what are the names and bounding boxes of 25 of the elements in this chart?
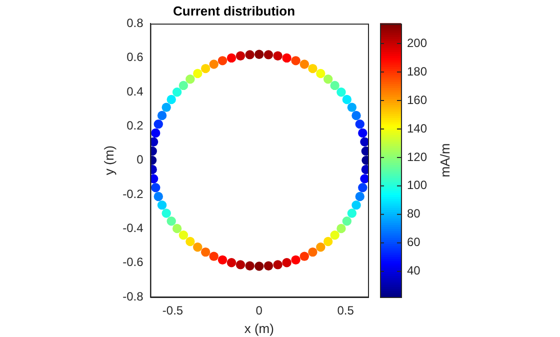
- color-bar-label: 140: [407, 121, 428, 136]
- x-axis-title: x (m): [244, 320, 274, 336]
- x-tick-label: 0: [256, 304, 263, 318]
- y-tick-label: 0: [136, 152, 144, 167]
- color-bar-label: 40: [407, 264, 421, 278]
- y-tick-label: 0.4: [126, 84, 144, 98]
- color-bar-label: 80: [407, 206, 421, 221]
- x-tick-label: -0.5: [162, 304, 184, 318]
- chart-title: Current distribution: [172, 3, 296, 18]
- color-bar-label: 100: [407, 178, 428, 192]
- y-axis-title: y (m): [101, 145, 116, 176]
- x-tick-label: 0.5: [337, 304, 354, 318]
- color-bar-label: 160: [407, 92, 428, 107]
- color-bar-title: mA/m: [438, 143, 453, 178]
- color-bar-label: 180: [407, 64, 428, 78]
- color-bar-label: 200: [407, 36, 428, 50]
- color-bar-label: 120: [407, 150, 428, 164]
- y-tick-label: 0.8: [126, 16, 144, 30]
- color-bar-label: 60: [407, 235, 421, 250]
- y-tick-label: -0.8: [122, 289, 144, 304]
- y-tick-label: 0.6: [126, 50, 144, 64]
- y-tick-label: -0.6: [122, 255, 144, 270]
- y-tick-label: 0.2: [126, 118, 144, 132]
- y-tick-label: -0.4: [122, 220, 144, 235]
- y-tick-label: -0.2: [122, 186, 144, 201]
